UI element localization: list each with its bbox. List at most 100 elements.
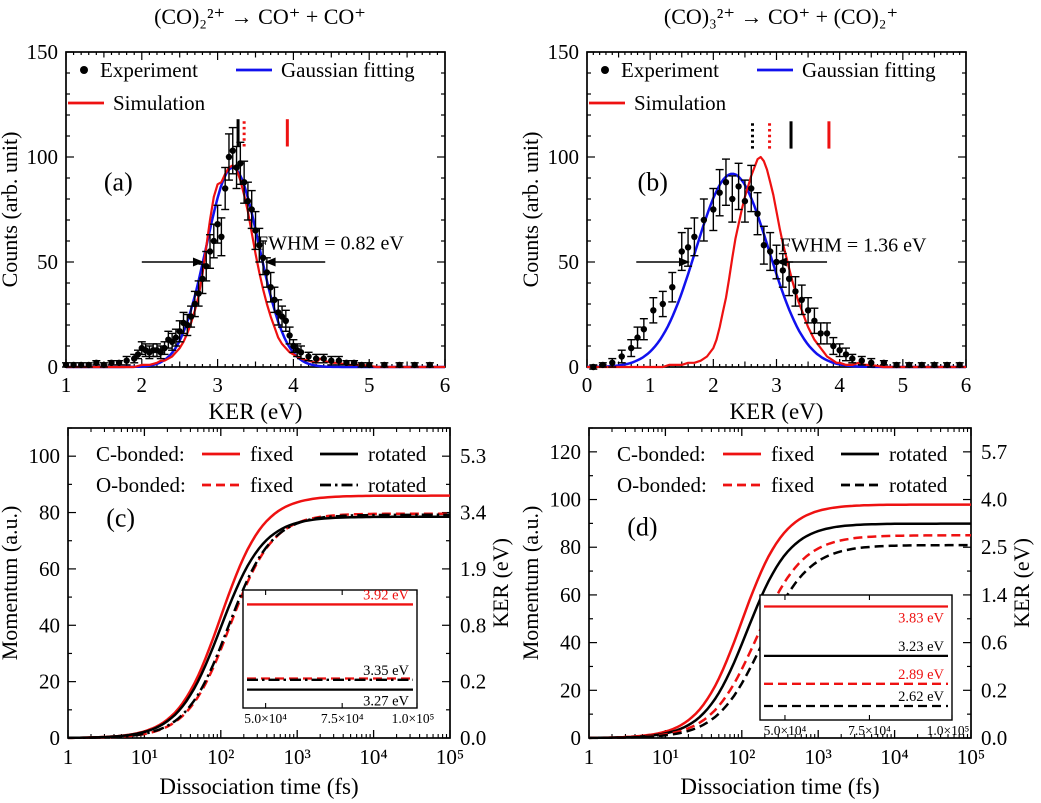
legend-gaussian-label: Gaussian fitting	[802, 58, 936, 82]
legend-simulation-label: Simulation	[113, 91, 206, 115]
legend-simulation-label: Simulation	[634, 91, 727, 115]
experiment-point	[77, 361, 85, 369]
legend-experiment-label: Experiment	[621, 58, 719, 82]
x-tick-label: 10¹	[652, 745, 679, 769]
x-axis-label: KER (eV)	[730, 399, 824, 424]
right-tick-label: 2.5	[981, 535, 1007, 559]
y-tick-label: 50	[558, 250, 579, 274]
experiment-point	[366, 361, 373, 369]
x-tick-label: 10²	[728, 745, 755, 769]
y-tick-label: 0	[569, 355, 580, 379]
experiment-point	[868, 359, 875, 366]
ker-markers	[236, 119, 289, 147]
x-tick-label: 5	[364, 373, 375, 397]
experiment-point	[943, 361, 951, 369]
fwhm-label: FWHM = 1.36 eV	[780, 235, 927, 257]
y-tick-label: 0	[571, 726, 582, 750]
legend-row-name: C-bonded:	[617, 442, 706, 466]
experiment-point	[286, 332, 293, 339]
fwhm-arrowhead	[678, 257, 690, 267]
x-tick-label: 3	[212, 373, 223, 397]
legend-rotated-label: rotated	[368, 442, 427, 466]
x-tick-label: 5	[898, 373, 909, 397]
inset-ker-label: 3.92 eV	[363, 587, 409, 603]
x-axis-label: Dissociation time (fs)	[159, 774, 358, 799]
experiment-point	[350, 359, 358, 366]
experiment-point	[634, 334, 641, 341]
x-tick-label: 2	[137, 373, 148, 397]
legend-fixed-label: fixed	[771, 473, 815, 497]
simulation-curve	[587, 155, 966, 369]
y-tick-label: 60	[560, 583, 581, 607]
experiment-point	[599, 361, 606, 369]
inset-x-tick-label: 7.5×10⁴	[848, 723, 891, 738]
panel-label: (d)	[627, 512, 657, 541]
x-tick-label: 3	[771, 373, 782, 397]
panel-c: 1 10¹ 10² 10³ 10⁴ 10⁵ 0 0.0 20 0.2 40 0.8 60 1.9 80 3.4…	[0, 420, 520, 803]
experiment-point	[880, 359, 888, 366]
experiment-points	[62, 126, 434, 369]
experiment-point	[842, 351, 850, 358]
gaussian-fit-curve	[66, 166, 445, 369]
experiment-point	[218, 233, 225, 240]
experiment-point	[609, 359, 616, 366]
inset-x-tick-label: 5.0×10⁴	[764, 723, 807, 738]
legend-rotated-label: rotated	[889, 442, 948, 466]
experiment-point	[811, 317, 818, 324]
x-tick-label: 6	[961, 373, 972, 397]
ker-markers	[750, 121, 831, 149]
right-axis-label: KER (eV)	[1009, 538, 1034, 628]
experiment-point	[754, 210, 761, 217]
legend: C-bonded: fixed rotated O-bonded: fixed rotat…	[617, 442, 948, 497]
axes-frame	[67, 427, 451, 739]
experiment-point	[278, 313, 286, 320]
panel-b: (CO)₃²⁺ → CO⁺ + (CO)₂⁺ 0 1 2 3 4 5 6 0 50 100 150 K…	[521, 0, 1041, 424]
experiment-point	[214, 221, 221, 228]
legend-experiment-marker	[601, 66, 609, 74]
experiment-point	[275, 309, 282, 316]
right-tick-label: 0.8	[460, 613, 486, 637]
experiment-point	[716, 189, 723, 196]
experiment-point	[722, 179, 730, 186]
experiment-point	[785, 275, 793, 282]
experiment-point	[779, 267, 787, 274]
legend-row-name: O-bonded:	[96, 473, 186, 497]
experiment-point	[206, 248, 214, 255]
y-tick-label: 150	[548, 40, 580, 64]
right-tick-label: 0.0	[460, 726, 486, 750]
y-tick-label: 80	[560, 535, 581, 559]
experiment-point	[836, 347, 843, 354]
y-tick-label: 60	[39, 557, 60, 581]
experiment-point	[858, 357, 865, 364]
experiment-point	[282, 317, 290, 324]
experiment-point	[358, 361, 365, 369]
x-tick-label: 6	[440, 373, 451, 397]
right-tick-label: 0.6	[981, 631, 1007, 655]
experiment-point	[628, 344, 635, 352]
experiment-point	[678, 248, 685, 255]
experiment-point	[426, 361, 434, 369]
y-tick-label: 80	[39, 501, 60, 525]
experiment-point	[956, 361, 963, 369]
experiment-point	[297, 349, 305, 356]
x-tick-label: 4	[288, 373, 299, 397]
inset-ker-label: 3.35 eV	[363, 663, 409, 679]
right-tick-label: 1.9	[460, 557, 486, 581]
experiment-point	[792, 288, 799, 295]
inset: 5.0×10⁴ 7.5×10⁴ 1.0×10⁵ 3.83 eV 3.23 eV 2.89 …	[759, 594, 970, 738]
panel-c-plot: 1 10¹ 10² 10³ 10⁴ 10⁵ 0 0.0 20 0.2 40 0.8 60 1.9 80 3.4…	[0, 427, 513, 799]
x-tick-label: 10³	[284, 745, 311, 769]
legend-fixed-label: fixed	[771, 442, 815, 466]
x-tick-label: 1	[584, 745, 595, 769]
panel-b-title: (CO)₃²⁺ → CO⁺ + (CO)₂⁺	[663, 4, 899, 29]
legend: C-bonded: fixed rotated O-bonded: fixed rotat…	[96, 442, 427, 497]
experiment-point	[823, 330, 831, 337]
x-tick-label: 2	[708, 373, 719, 397]
legend-row-name: C-bonded:	[96, 442, 185, 466]
right-tick-label: 0.0	[981, 726, 1007, 750]
legend: Experiment Gaussian fitting Simulation	[68, 58, 415, 115]
fwhm-arrowhead	[264, 257, 276, 267]
y-tick-label: 0	[48, 355, 59, 379]
experiment-point	[244, 197, 252, 205]
experiment-point	[100, 361, 108, 369]
